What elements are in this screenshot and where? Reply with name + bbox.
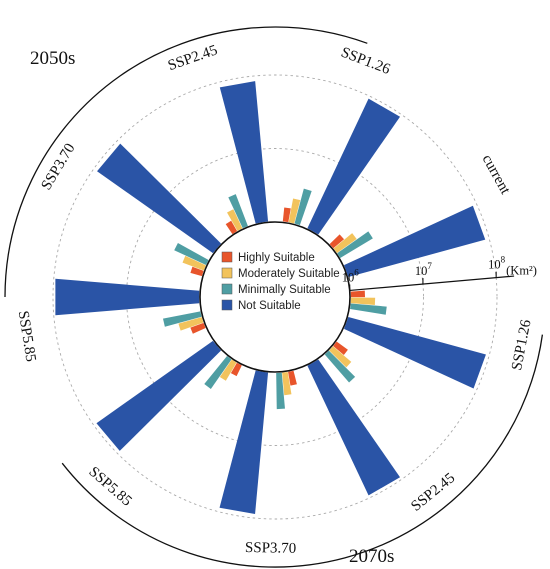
legend-label: Moderately Suitable [238,268,340,280]
period-label: 2070s [349,546,394,567]
bar-highly-suitable [190,266,204,277]
axis-tick-label: 106 [342,267,360,284]
bar-highly-suitable [225,220,238,235]
bar-not-suitable [307,98,401,235]
bar-not-suitable [344,205,486,278]
bar-highly-suitable [190,322,206,334]
bar-moderately-suitable [329,346,352,368]
period-groups: 2050s 2070s [4,26,544,568]
axis-line [349,275,515,292]
bar-minimally-suitable [350,303,387,315]
bar-not-suitable [96,340,222,451]
bar-minimally-suitable [276,372,285,410]
bar-moderately-suitable [227,209,243,231]
legend-label: Highly Suitable [238,252,315,264]
scenario-label: SSP2.45 [408,470,458,515]
legend: Highly Suitable Moderately Suitable Minima… [221,251,340,312]
bar-minimally-suitable [174,242,209,265]
legend-swatch [221,251,233,263]
bar-moderately-suitable [350,297,376,306]
bar-moderately-suitable [182,255,206,271]
bar-highly-suitable [350,290,365,298]
axis-tick-label: 107 [415,261,433,278]
legend-swatch [221,283,233,295]
bar-minimally-suitable [337,231,373,258]
legend-label: Not Suitable [238,300,301,312]
legend-swatch [221,299,233,311]
bar-minimally-suitable [294,188,312,226]
bar-highly-suitable [333,341,348,355]
legend-swatch [221,267,233,279]
scenario-label: SSP5.85 [85,464,134,510]
bar-not-suitable [55,278,200,316]
bar-highly-suitable [329,234,345,249]
bar-not-suitable [307,359,401,496]
bar-moderately-suitable [333,233,357,253]
scenario-label: SSP1.26 [509,318,535,372]
bar-not-suitable [219,370,269,515]
period-arc-2050s [4,26,368,298]
bars [55,81,486,515]
radial-axis: 106 107 108(Km²) [342,255,537,292]
bar-moderately-suitable [219,359,237,381]
bar-moderately-suitable [288,198,301,224]
bar-not-suitable [219,81,269,224]
bar-not-suitable [97,143,222,254]
scenario-label: current [479,152,514,198]
grid-ring [52,74,498,520]
bar-highly-suitable [288,370,297,386]
bar-minimally-suitable [228,194,248,229]
axis-tick-label: 108 [488,255,506,272]
scenario-label: SSP3.70 [245,540,297,557]
scenario-label: SSP1.26 [339,45,393,78]
bar-highly-suitable [230,362,242,377]
bar-moderately-suitable [282,371,292,396]
scenario-label: SSP5.85 [15,310,39,363]
bar-minimally-suitable [324,350,356,383]
scenario-label: SSP3.70 [38,141,78,193]
bar-not-suitable [344,316,486,389]
bar-minimally-suitable [204,355,232,389]
legend-label: Minimally Suitable [238,284,331,296]
grid-ring [126,148,424,446]
bar-moderately-suitable [178,317,204,331]
inner-circle [199,221,351,373]
bar-minimally-suitable [162,311,202,327]
period-label: 2050s [30,48,75,69]
bar-highly-suitable [282,207,291,223]
axis-unit: (Km²) [506,264,537,278]
period-arc-2070s [61,334,544,568]
